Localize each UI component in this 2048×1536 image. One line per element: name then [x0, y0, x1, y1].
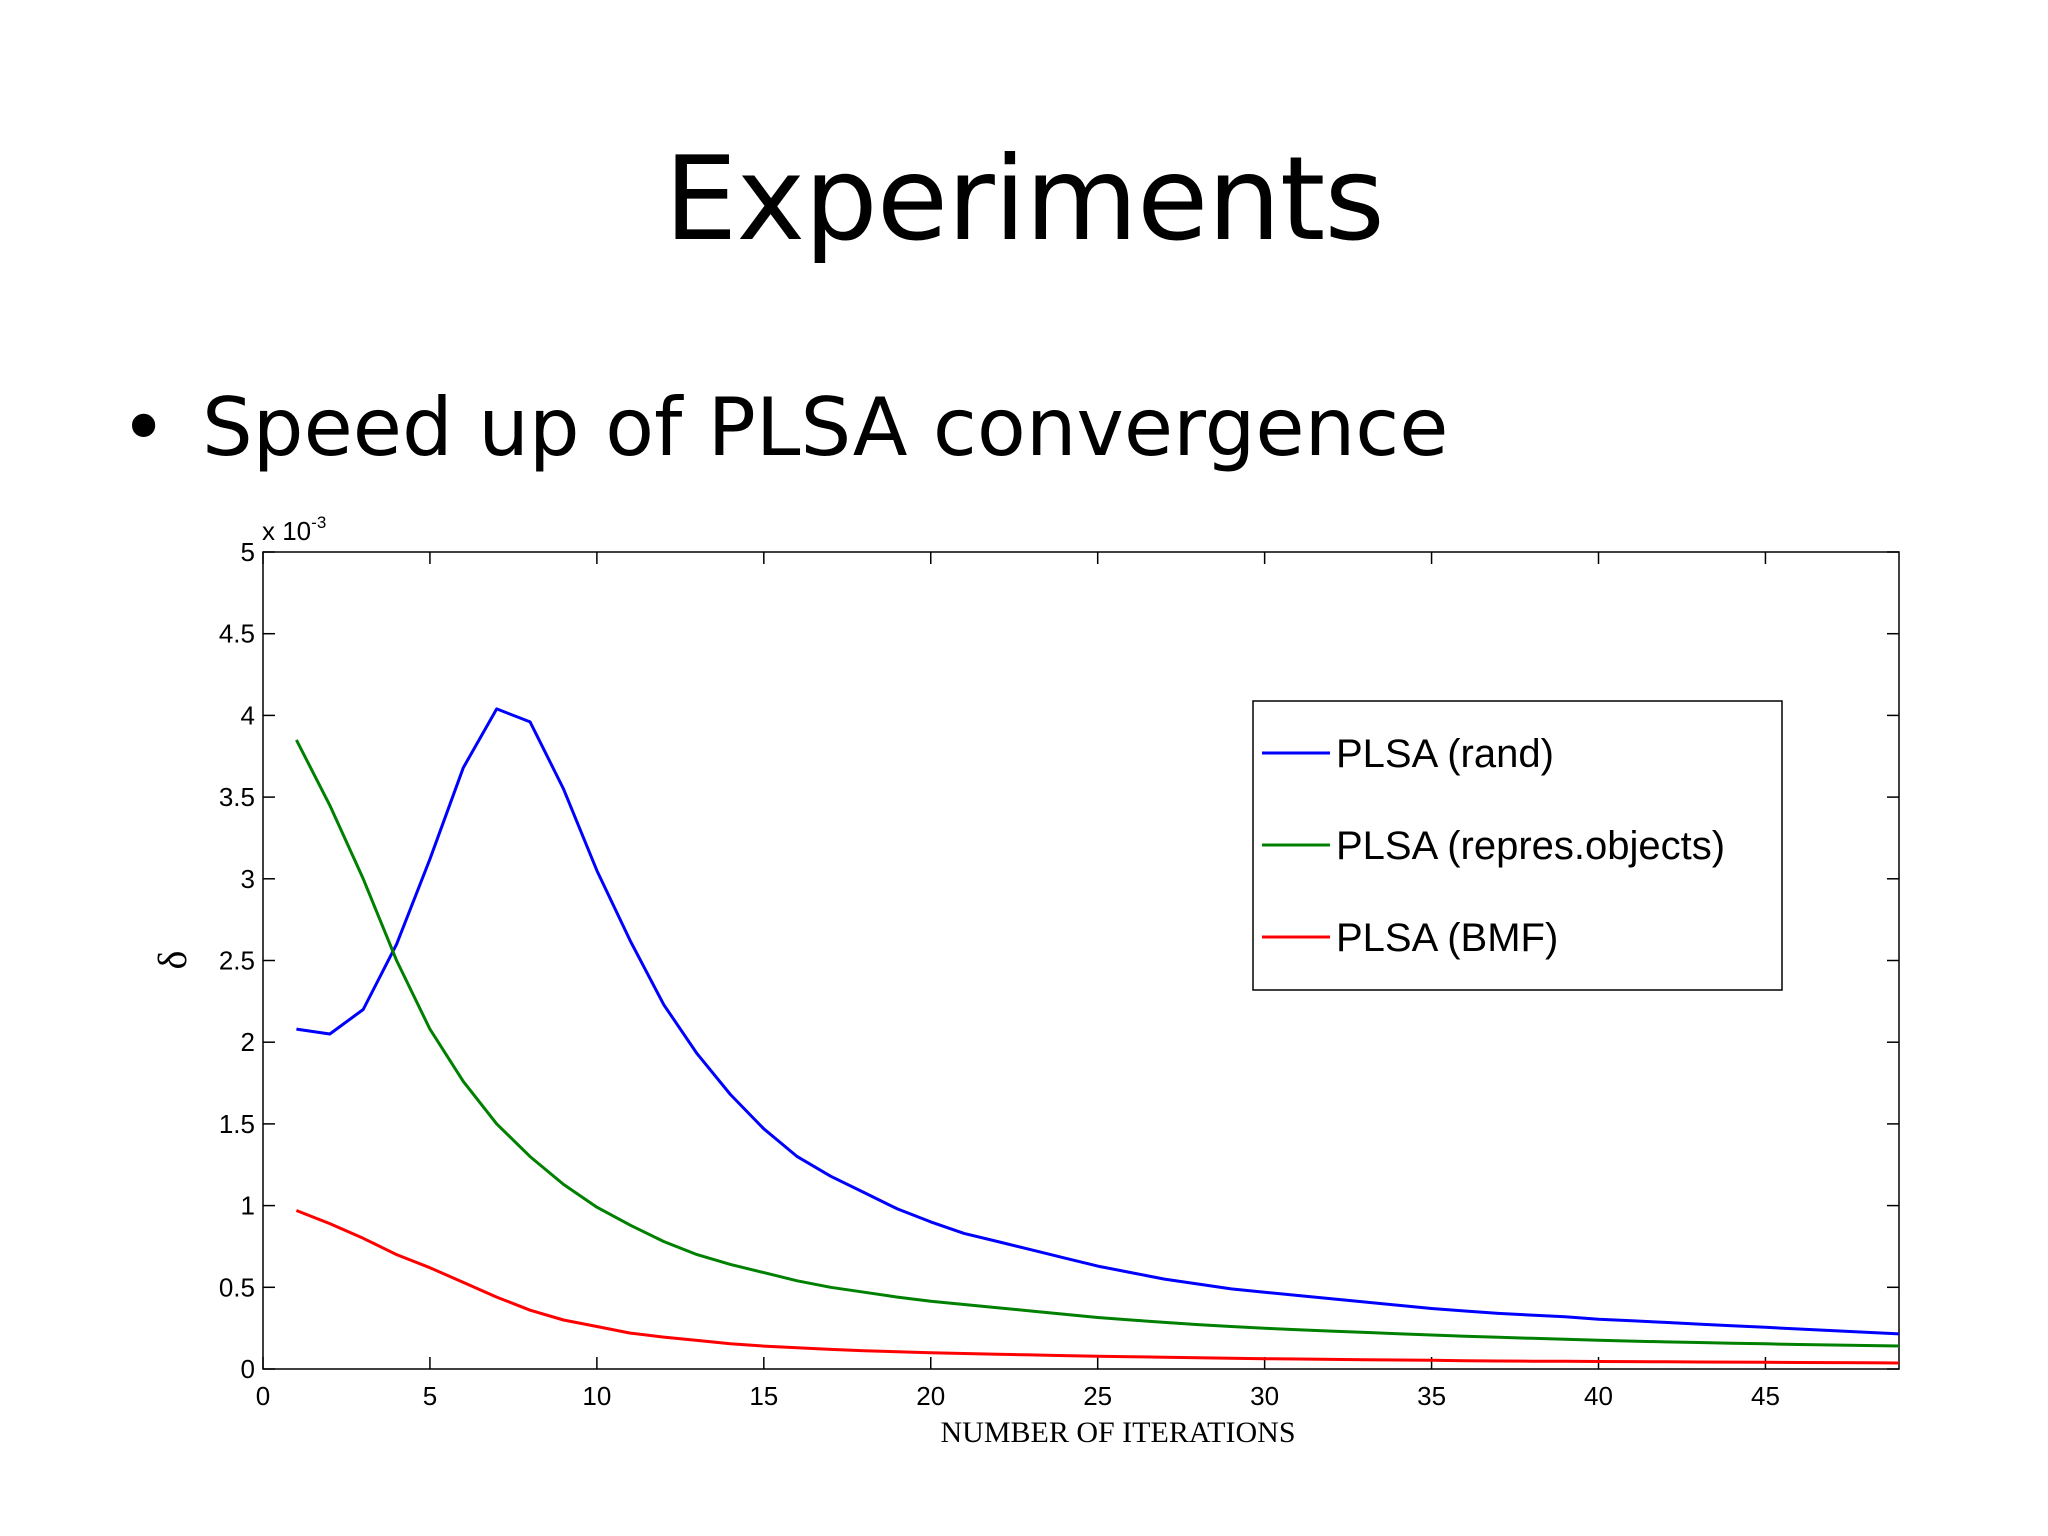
- x-tick-label: 15: [749, 1381, 778, 1411]
- x-tick-label: 20: [916, 1381, 945, 1411]
- x-tick-label: 35: [1417, 1381, 1446, 1411]
- y-tick-label: 1.5: [219, 1109, 255, 1139]
- y-tick-label: 2.5: [219, 946, 255, 976]
- legend-label: PLSA (repres.objects): [1336, 824, 1725, 868]
- legend-box: [1252, 700, 1783, 991]
- y-tick-label: 2: [241, 1027, 255, 1057]
- axis-ticks: 0 5 10 15 20 25 30 35 40 45 0 0.5 1 1.5 2 2.5 3 3.5 4 4.5 5: [219, 537, 1899, 1411]
- y-multiplier-label: x 10-3: [262, 513, 326, 546]
- y-tick-label: 1: [241, 1191, 255, 1221]
- series-line-2: [295, 1209, 1900, 1365]
- legend: PLSA (rand) PLSA (repres.objects) PLSA (BM…: [1252, 700, 1783, 991]
- bullet-text: Speed up of PLSA convergence: [202, 381, 1449, 474]
- series-line-1: [295, 739, 1900, 1348]
- y-tick-label: 0.5: [219, 1272, 255, 1302]
- y-tick-label: 4.5: [219, 619, 255, 649]
- x-tick-label: 45: [1751, 1381, 1780, 1411]
- bullet-dot: •: [120, 381, 168, 474]
- series-lines: [295, 707, 1900, 1365]
- bullet-item: • Speed up of PLSA convergence: [120, 378, 1448, 478]
- x-tick-label: 5: [423, 1381, 437, 1411]
- y-axis-label: δ: [150, 951, 195, 970]
- legend-label: PLSA (rand): [1336, 732, 1554, 776]
- x-axis-label: NUMBER OF ITERATIONS: [940, 1416, 1295, 1449]
- x-tick-label: 40: [1584, 1381, 1613, 1411]
- x-tick-label: 0: [256, 1381, 270, 1411]
- y-tick-label: 0: [241, 1354, 255, 1384]
- y-tick-label: 3.5: [219, 782, 255, 812]
- legend-items: PLSA (rand) PLSA (repres.objects) PLSA (BM…: [1262, 732, 1725, 960]
- x-tick-label: 10: [582, 1381, 611, 1411]
- legend-label: PLSA (BMF): [1336, 916, 1558, 960]
- y-tick-label: 4: [241, 700, 255, 730]
- y-multiplier-exponent: -3: [311, 513, 326, 532]
- series-line-0: [296, 707, 1900, 1336]
- y-tick-label: 5: [241, 537, 255, 567]
- slide-title: Experiments: [664, 132, 1385, 267]
- y-tick-label: 3: [241, 864, 255, 894]
- x-tick-label: 30: [1250, 1381, 1279, 1411]
- x-tick-label: 25: [1083, 1381, 1112, 1411]
